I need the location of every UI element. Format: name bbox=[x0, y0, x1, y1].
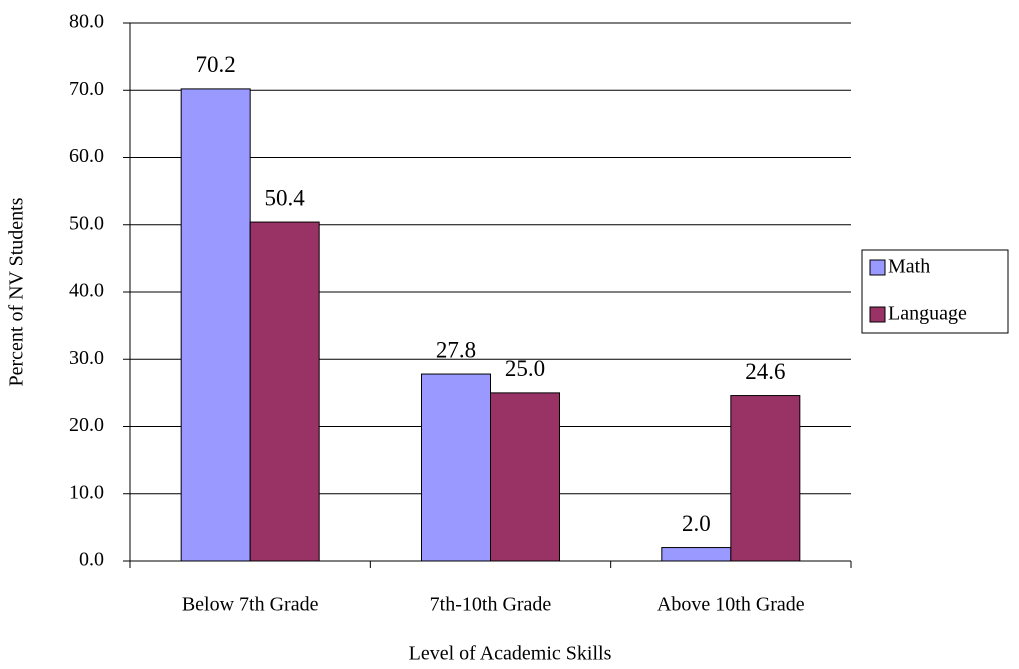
y-tick-label: 70.0 bbox=[69, 78, 104, 100]
bar bbox=[490, 392, 560, 562]
y-tick-label: 30.0 bbox=[69, 347, 104, 369]
bar bbox=[249, 221, 320, 562]
y-axis-label: Percent of NV Students bbox=[6, 197, 28, 386]
bar bbox=[421, 373, 491, 562]
value-label: 70.2 bbox=[196, 52, 236, 77]
x-tick-label: 7th-10th Grade bbox=[430, 594, 552, 616]
y-tick-label: 80.0 bbox=[69, 11, 104, 33]
bar bbox=[180, 88, 251, 562]
x-tick-label: Above 10th Grade bbox=[657, 594, 805, 616]
y-tick-label: 20.0 bbox=[69, 414, 104, 436]
legend-label: Math bbox=[888, 256, 930, 278]
x-axis-label: Level of Academic Skills bbox=[409, 643, 612, 665]
y-tick-label: 0.0 bbox=[79, 549, 104, 571]
bar bbox=[730, 395, 801, 562]
legend-box bbox=[861, 249, 1009, 334]
bar bbox=[661, 547, 732, 562]
y-tick-label: 60.0 bbox=[69, 145, 104, 167]
y-tick-label: 10.0 bbox=[69, 481, 104, 503]
y-tick-label: 50.0 bbox=[69, 212, 104, 234]
legend-swatch bbox=[869, 306, 886, 323]
value-label: 27.8 bbox=[436, 337, 476, 362]
value-label: 50.4 bbox=[265, 185, 306, 210]
legend-label: Language bbox=[888, 303, 967, 325]
value-label: 24.6 bbox=[745, 359, 785, 384]
value-label: 25.0 bbox=[505, 356, 545, 381]
value-label: 2.0 bbox=[682, 511, 711, 536]
legend-swatch bbox=[869, 259, 886, 276]
x-tick-label: Below 7th Grade bbox=[182, 594, 319, 616]
y-tick-label: 40.0 bbox=[69, 280, 104, 302]
